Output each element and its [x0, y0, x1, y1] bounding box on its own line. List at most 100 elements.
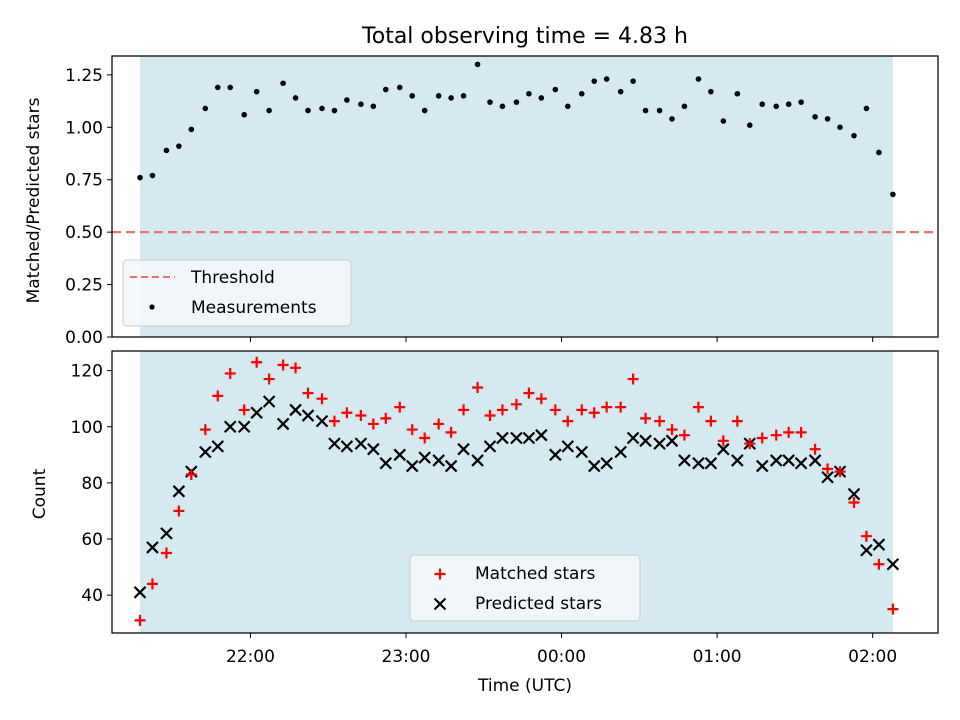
predicted-star-point [379, 456, 393, 470]
matched-star-point [588, 407, 600, 419]
predicted-star-point [860, 543, 873, 557]
measurement-point [720, 118, 727, 124]
matched-star-point [458, 404, 470, 416]
predicted-star-point [808, 454, 822, 467]
top-y-tick-label: 0.25 [65, 276, 103, 296]
bottom-y-tick-label: 60 [81, 530, 103, 550]
measurement-point [188, 126, 195, 133]
matched-star-point [705, 415, 717, 427]
matched-star-point [328, 415, 340, 427]
predicted-star-point [405, 459, 419, 473]
predicted-star-point [587, 459, 601, 473]
measurement-point [708, 88, 714, 95]
matched-star-point [795, 426, 807, 438]
bottom-y-tick-label: 120 [71, 362, 103, 382]
predicted-star-point [731, 454, 744, 467]
predicted-star-point [549, 448, 562, 462]
predicted-star-point [418, 451, 431, 464]
measurement-point [396, 84, 403, 91]
predicted-star-point [199, 445, 212, 459]
matched-star-point [809, 443, 821, 455]
measurement-point [202, 105, 209, 112]
measurement-point [552, 86, 559, 93]
predicted-star-point [432, 454, 445, 467]
bottom-y-tick-label: 40 [81, 586, 103, 606]
measurement-point [448, 95, 454, 101]
measurements-legend-label: Measurements [191, 298, 317, 318]
bottom-y-axis: 40 60 80 100 120 [71, 362, 112, 606]
matched-star-point [692, 401, 704, 413]
measurement-point [876, 149, 882, 156]
matched-star-point [666, 424, 678, 436]
measurement-point [669, 116, 675, 122]
measurement-point [214, 84, 221, 91]
matched-star-point [848, 497, 860, 509]
matched-star-point [783, 426, 795, 438]
bottom-legend: Matched stars Predicted stars [409, 554, 641, 622]
bottom-x-tick-label: 23:00 [382, 647, 431, 667]
measurement-point [280, 80, 286, 87]
matched-star-point [146, 578, 158, 590]
matched-star-point [134, 614, 146, 626]
measurements-legend-swatch [149, 304, 155, 310]
bottom-x-tick-label: 22:00 [226, 647, 275, 667]
matched-star-point [601, 401, 613, 413]
bottom-x-tick-label: 01:00 [693, 647, 742, 667]
matched-star-point [615, 401, 627, 413]
predicted-star-point [211, 440, 225, 453]
measurement-point [499, 103, 506, 110]
measurement-point [890, 191, 896, 198]
predicted-star-point [522, 431, 536, 445]
top-y-tick-label: 1.00 [65, 118, 103, 138]
predicted-star-point [328, 437, 341, 450]
matched-star-point [887, 603, 899, 615]
predicted-star-point [639, 434, 652, 448]
top-legend: Threshold Measurements [122, 259, 352, 327]
matched-star-point [523, 387, 535, 399]
matched-star-point [406, 424, 418, 436]
measurement-point [149, 172, 156, 179]
matched-star-point [549, 404, 561, 416]
measurement-point [358, 101, 364, 108]
measurement-point [578, 90, 585, 97]
predicted-star-point [794, 456, 808, 470]
matched-star-point [341, 407, 353, 419]
predicted-star-point [301, 409, 315, 422]
predicted-star-point [237, 420, 251, 434]
matched-star-point [251, 356, 263, 368]
measurement-point [538, 95, 545, 101]
matched-star-point [756, 432, 768, 444]
measurements-series [137, 61, 896, 198]
predicted-star-point [262, 395, 276, 408]
top-y-axis-label: Matched/Predicted stars [24, 97, 44, 303]
matched-star-point [484, 410, 496, 422]
measurement-point [460, 93, 467, 99]
bottom-x-tick-label: 02:00 [848, 647, 897, 667]
predicted-star-point [133, 586, 147, 599]
bottom-x-tick-label: 00:00 [537, 647, 586, 667]
predicted-star-point [393, 448, 407, 462]
x-axis-label: Time (UTC) [477, 676, 572, 696]
matched-star-point [654, 415, 666, 427]
matched-star-point [355, 410, 367, 422]
measurement-point [630, 78, 636, 84]
matched-star-point [731, 415, 743, 427]
matched-star-point [290, 362, 302, 374]
measurement-point [759, 101, 766, 108]
matched-star-point [445, 426, 457, 438]
measurement-point [564, 103, 571, 110]
matched-star-point [873, 558, 885, 570]
matched-star-point [472, 381, 484, 393]
measurement-point [681, 103, 688, 110]
matched-star-point [302, 387, 314, 399]
matched-star-point [433, 418, 445, 430]
measurement-point [695, 76, 702, 82]
measurement-point [474, 61, 481, 68]
predicted-star-point [510, 431, 523, 445]
top-y-axis: 0.00 0.25 0.50 0.75 1.00 1.25 [65, 66, 112, 348]
measurement-point [526, 90, 532, 97]
predicted-star-point [886, 557, 900, 571]
matched-legend-swatch [434, 568, 446, 580]
bottom-y-tick-label: 100 [71, 418, 103, 438]
